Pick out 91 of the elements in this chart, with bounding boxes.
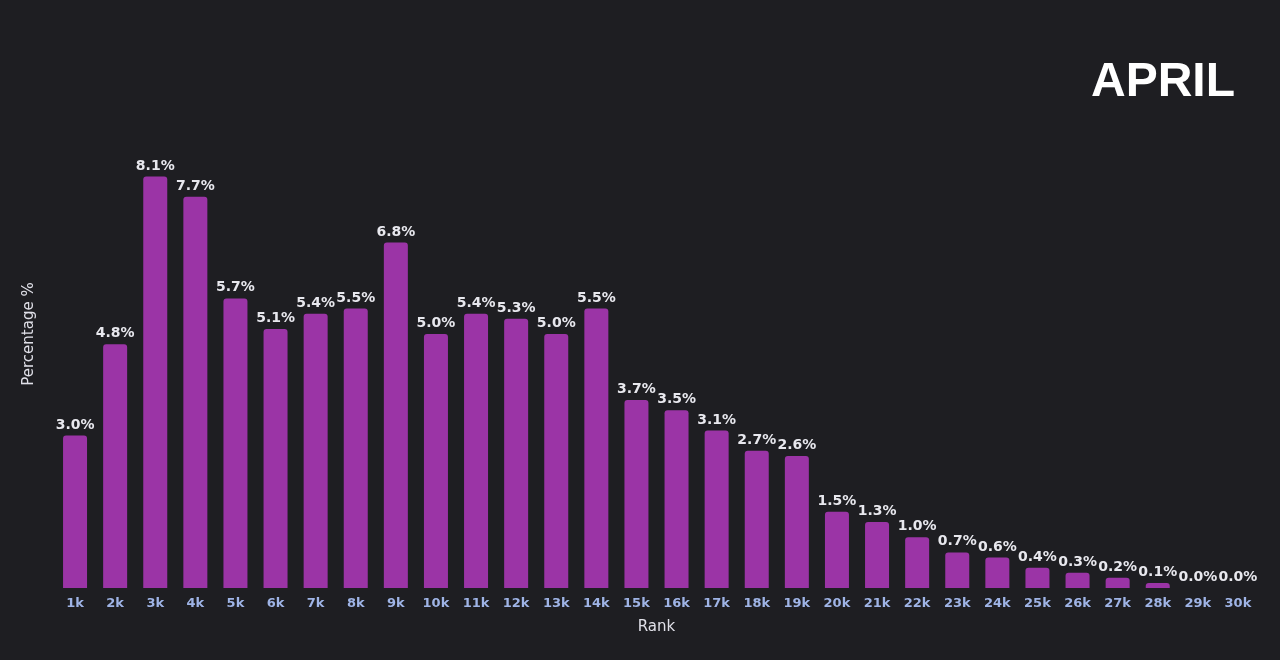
data-label: 3.1% — [697, 410, 737, 427]
x-tick-label: 6k — [266, 595, 285, 610]
bar — [945, 552, 970, 588]
data-label: 6.8% — [376, 222, 416, 239]
data-label: 5.5% — [336, 288, 376, 305]
bar — [584, 308, 609, 588]
bar — [985, 557, 1010, 588]
data-label: 1.3% — [857, 501, 897, 518]
data-label: 1.0% — [897, 517, 937, 534]
x-tick-label: 25k — [1024, 595, 1052, 610]
x-tick-label: 3k — [146, 595, 165, 610]
data-label: 5.7% — [216, 278, 255, 295]
x-tick-label: 16k — [663, 595, 691, 610]
data-label: 0.0% — [1178, 568, 1218, 584]
bar — [824, 511, 849, 588]
bar — [664, 410, 689, 588]
data-label: 5.0% — [416, 314, 456, 330]
data-label: 0.3% — [1058, 552, 1097, 569]
bar — [905, 537, 930, 588]
x-tick-label: 29k — [1184, 595, 1212, 610]
bar — [423, 334, 448, 588]
x-tick-label: 7k — [306, 595, 325, 610]
chart-title: APRIL — [1091, 52, 1235, 106]
bar — [544, 334, 569, 588]
x-tick-label: 19k — [783, 595, 811, 610]
bar — [383, 242, 408, 588]
x-tick-label: 4k — [186, 595, 205, 610]
data-label: 0.4% — [1018, 547, 1057, 564]
x-tick-label: 22k — [903, 595, 931, 610]
x-tick-label: 12k — [502, 595, 530, 610]
bar — [1025, 567, 1050, 588]
data-label: 0.2% — [1098, 557, 1138, 574]
bar — [303, 313, 328, 588]
x-tick-label: 24k — [983, 595, 1012, 610]
x-axis-title: Rank — [637, 616, 676, 635]
bar — [343, 308, 368, 588]
bar — [183, 196, 208, 588]
x-tick-label: 5k — [226, 595, 245, 610]
bar — [784, 455, 809, 588]
x-tick-label: 17k — [703, 595, 731, 610]
x-tick-label: 9k — [387, 595, 406, 610]
data-label: 0.6% — [977, 537, 1017, 554]
data-label: 5.4% — [456, 293, 496, 310]
x-tick-label: 14k — [582, 595, 611, 610]
x-tick-label: 27k — [1104, 595, 1132, 610]
bar — [263, 328, 288, 588]
bar — [1105, 577, 1130, 588]
x-tick-label: 11k — [462, 595, 490, 610]
bar — [63, 435, 88, 588]
data-label: 1.5% — [817, 491, 857, 508]
data-label: 3.5% — [657, 390, 696, 407]
x-tick-label: 28k — [1144, 595, 1172, 610]
x-tick-label: 13k — [542, 595, 570, 610]
data-label: 2.7% — [737, 430, 777, 447]
x-tick-label: 1k — [66, 595, 85, 610]
bar — [1065, 572, 1090, 588]
data-label: 4.8% — [95, 324, 135, 341]
data-label: 7.7% — [175, 176, 215, 193]
bar — [223, 298, 248, 588]
data-label: 5.5% — [576, 288, 616, 305]
x-tick-label: 10k — [422, 595, 450, 610]
data-label: 0.0% — [1218, 568, 1258, 584]
bar — [704, 430, 729, 588]
bar — [504, 318, 529, 588]
data-label: 0.7% — [937, 532, 977, 549]
x-tick-label: 8k — [346, 595, 365, 610]
x-tick-label: 2k — [106, 595, 125, 610]
bar — [744, 450, 769, 588]
data-label: 5.1% — [256, 308, 295, 325]
x-tick-label: 23k — [943, 595, 971, 610]
data-label: 3.0% — [55, 415, 95, 432]
data-label: 3.7% — [617, 380, 656, 397]
data-label: 0.1% — [1138, 562, 1178, 579]
x-tick-label: 21k — [863, 595, 891, 610]
bar — [464, 313, 489, 588]
x-tick-label: 26k — [1064, 595, 1092, 610]
data-label: 8.1% — [135, 156, 175, 173]
x-tick-label: 20k — [823, 595, 851, 610]
x-tick-label: 18k — [743, 595, 771, 610]
bar — [103, 344, 128, 588]
data-label: 5.0% — [536, 314, 576, 330]
x-tick-label: 30k — [1224, 595, 1252, 610]
data-label: 2.6% — [777, 435, 817, 452]
data-label: 5.4% — [296, 293, 336, 310]
x-tick-label: 15k — [623, 595, 651, 610]
bar — [143, 176, 168, 588]
bar — [1145, 582, 1170, 588]
data-label: 5.3% — [496, 298, 536, 315]
bar — [624, 400, 649, 588]
y-axis-title: Percentage % — [18, 282, 37, 386]
bar — [865, 521, 890, 588]
